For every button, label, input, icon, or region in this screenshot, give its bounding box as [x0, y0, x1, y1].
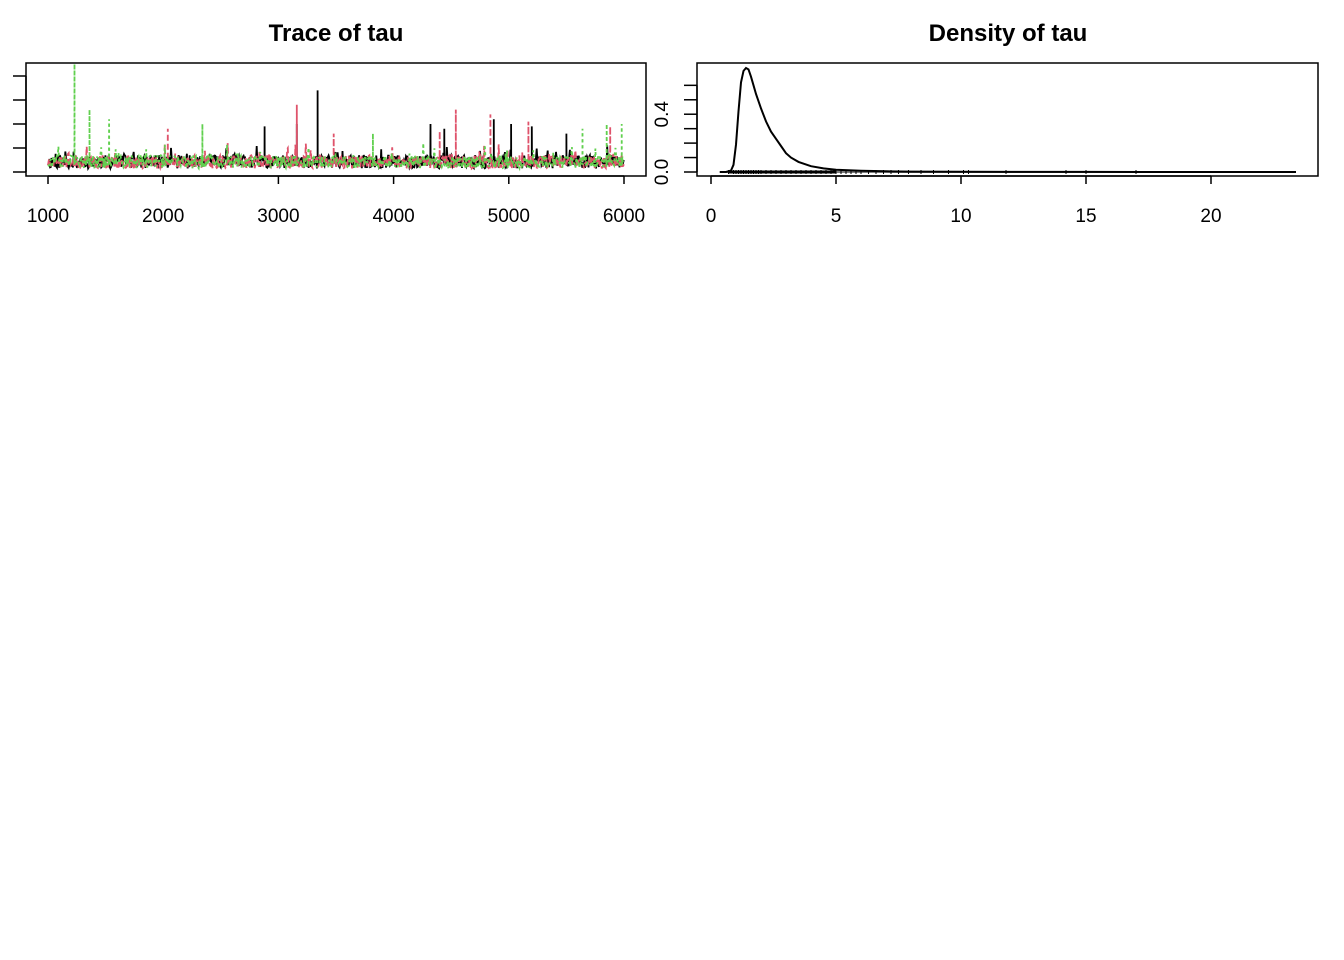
- trace-x-tick-label: 5000: [488, 206, 530, 227]
- density-curve: [719, 66, 1296, 173]
- trace-x-tick-label: 1000: [27, 206, 69, 227]
- trace-x-axis: 1000 2000 3000 4000 5000 6000: [27, 175, 645, 227]
- density-plot-area: [719, 66, 1296, 174]
- trace-x-tick-label: 6000: [603, 206, 645, 227]
- trace-x-tick-label: 2000: [142, 206, 184, 227]
- trace-series-line-3: [47, 63, 625, 172]
- density-panel: Density of tau 0 5 10 15 20 0.0 0.4: [652, 20, 1319, 227]
- density-y-tick-label: 0.4: [652, 101, 673, 128]
- trace-y-axis: [13, 75, 27, 173]
- density-plot-box: [696, 62, 1319, 177]
- trace-x-tick-label: 3000: [257, 206, 299, 227]
- density-x-tick-label: 5: [831, 206, 842, 227]
- density-y-tick-label: 0.0: [652, 159, 673, 185]
- trace-title: Trace of tau: [269, 20, 404, 47]
- density-x-tick-label: 15: [1075, 206, 1096, 227]
- density-y-axis: 0.0 0.4: [652, 84, 698, 185]
- density-x-tick-label: 10: [950, 206, 971, 227]
- density-title: Density of tau: [929, 20, 1088, 47]
- trace-plot-area: [47, 63, 625, 172]
- density-x-axis: 0 5 10 15 20: [706, 175, 1222, 227]
- trace-x-tick-label: 4000: [372, 206, 414, 227]
- trace-panel: Trace of tau 1000 2000 3000 4000 5000 6000: [13, 20, 647, 227]
- density-x-tick-label: 20: [1200, 206, 1221, 227]
- density-x-tick-label: 0: [706, 206, 717, 227]
